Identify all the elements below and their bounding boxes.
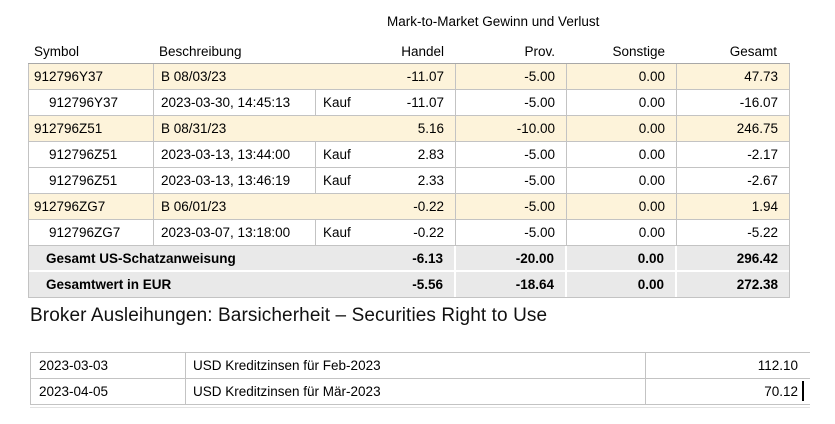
broker-table: 2023-03-03 USD Kreditzinsen für Feb-2023…: [30, 352, 810, 405]
table-row-detail: 912796Z51 2023-03-13, 13:44:00 Kauf 2.83…: [29, 142, 789, 168]
cell-sonstige: 0.00: [567, 272, 677, 297]
cell-sonstige: 0.00: [567, 64, 677, 89]
table-row: 2023-04-05 USD Kreditzinsen für Mär-2023…: [31, 379, 810, 405]
table-row: 2023-03-03 USD Kreditzinsen für Feb-2023…: [31, 353, 810, 379]
cell-action: Kauf: [323, 95, 351, 110]
col-header-prov: Prov.: [524, 44, 555, 59]
cell-description: USD Kreditzinsen für Feb-2023: [186, 353, 646, 378]
table-row-summary: Gesamtwert in EUR -5.56 -18.64 0.00 272.…: [29, 272, 789, 298]
cell-summary-label-handel: Gesamtwert in EUR -5.56: [29, 272, 456, 297]
cell-summary-label-handel: Gesamt US-Schatzanweisung -6.13: [29, 246, 456, 270]
cell-amount: 70.12: [764, 384, 798, 399]
table-outer-border: [30, 407, 810, 408]
cell-gesamt: -2.17: [747, 147, 778, 162]
cell-description: B 08/03/23: [161, 69, 227, 84]
cell-datetime: 2023-03-30, 14:45:13: [154, 90, 316, 115]
cell-symbol: 912796Y37: [29, 90, 154, 115]
cell-action: Kauf: [323, 173, 351, 188]
cell-symbol: 912796ZG7: [29, 194, 154, 219]
table-row-group: 912796ZG7 B 06/01/23 -0.22 -5.00 0.00 1.…: [29, 194, 789, 220]
cell-description-handel: B 08/31/23 5.16: [154, 116, 456, 141]
summary-label: Gesamtwert in EUR: [46, 277, 172, 292]
table-row-summary: Gesamt US-Schatzanweisung -6.13 -20.00 0…: [29, 246, 789, 272]
cell-datetime: 2023-03-13, 13:44:00: [154, 142, 316, 167]
broker-section-heading: Broker Ausleihungen: Barsicherheit – Sec…: [30, 305, 548, 326]
cell-prov: -10.00: [456, 116, 567, 141]
cell-gesamt: -16.07: [739, 95, 778, 110]
col-header-handel: Handel: [401, 44, 444, 59]
cell-action: Kauf: [323, 225, 351, 240]
cell-handel: -11.07: [406, 95, 444, 110]
cell-description: B 08/31/23: [161, 121, 227, 136]
cell-sonstige: 0.00: [567, 246, 677, 270]
cell-prov: -5.00: [456, 194, 567, 219]
cell-symbol: 912796ZG7: [29, 220, 154, 245]
cell-description: USD Kreditzinsen für Mär-2023: [186, 379, 646, 404]
cell-gesamt: 296.42: [736, 251, 778, 266]
cell-action-handel: Kauf -0.22: [316, 220, 456, 245]
cell-prov: -5.00: [456, 64, 567, 89]
cell-gesamt: -5.22: [747, 225, 778, 240]
cell-handel: -0.22: [413, 225, 444, 240]
cell-gesamt: -2.67: [747, 173, 778, 188]
cell-symbol: 912796Y37: [29, 64, 154, 89]
cell-prov: -18.64: [456, 272, 567, 297]
cell-prov: -5.00: [456, 90, 567, 115]
table-row-detail: 912796Y37 2023-03-30, 14:45:13 Kauf -11.…: [29, 90, 789, 116]
cell-description: B 06/01/23: [161, 199, 227, 214]
cell-prov: -20.00: [456, 246, 567, 270]
cell-amount: 112.10: [757, 358, 798, 373]
cell-symbol: 912796Z51: [29, 168, 154, 193]
table-row-group: 912796Z51 B 08/31/23 5.16 -10.00 0.00 24…: [29, 116, 789, 142]
cell-datetime: 2023-03-13, 13:46:19: [154, 168, 316, 193]
col-header-beschreibung: Beschreibung: [159, 44, 242, 59]
mtm-table: Symbol Beschreibung Handel Prov. Sonstig…: [28, 42, 790, 298]
cell-sonstige: 0.00: [567, 194, 677, 219]
cell-symbol: 912796Z51: [29, 142, 154, 167]
cell-sonstige: 0.00: [567, 168, 677, 193]
table-row-detail: 912796Z51 2023-03-13, 13:46:19 Kauf 2.33…: [29, 168, 789, 194]
cell-gesamt: 272.38: [736, 277, 778, 292]
table-row-detail: 912796ZG7 2023-03-07, 13:18:00 Kauf -0.2…: [29, 220, 789, 246]
cell-description-handel: B 06/01/23 -0.22: [154, 194, 456, 219]
cell-sonstige: 0.00: [567, 116, 677, 141]
col-header-gesamt: Gesamt: [729, 44, 777, 59]
cell-handel: -0.22: [413, 199, 444, 214]
cell-date: 2023-03-03: [31, 353, 186, 378]
col-header-symbol: Symbol: [34, 44, 80, 59]
text-cursor: [802, 381, 804, 401]
summary-label: Gesamt US-Schatzanweisung: [46, 251, 236, 266]
cell-handel: 5.16: [417, 121, 444, 136]
table-row-group: 912796Y37 B 08/03/23 -11.07 -5.00 0.00 4…: [29, 64, 789, 90]
cell-handel: 2.33: [417, 173, 444, 188]
cell-action-handel: Kauf 2.33: [316, 168, 456, 193]
cell-handel: -6.13: [412, 251, 443, 266]
cell-action-handel: Kauf 2.83: [316, 142, 456, 167]
cell-sonstige: 0.00: [567, 220, 677, 245]
cell-sonstige: 0.00: [567, 142, 677, 167]
cell-prov: -5.00: [456, 142, 567, 167]
cell-prov: -5.00: [456, 168, 567, 193]
cell-gesamt: 1.94: [751, 199, 778, 214]
cell-prov: -5.00: [456, 220, 567, 245]
cell-handel: 2.83: [417, 147, 444, 162]
cell-datetime: 2023-03-07, 13:18:00: [154, 220, 316, 245]
cell-handel: -5.56: [412, 277, 443, 292]
mtm-section-title: Mark-to-Market Gewinn und Verlust: [387, 14, 600, 29]
cell-date: 2023-04-05: [31, 379, 186, 404]
cell-description-handel: B 08/03/23 -11.07: [154, 64, 456, 89]
cell-gesamt: 47.73: [744, 69, 778, 84]
mtm-table-body: 912796Y37 B 08/03/23 -11.07 -5.00 0.00 4…: [28, 64, 790, 298]
cell-symbol: 912796Z51: [29, 116, 154, 141]
mtm-header-row: Symbol Beschreibung Handel Prov. Sonstig…: [28, 42, 790, 64]
col-header-sonstige: Sonstige: [612, 44, 665, 59]
cell-gesamt: 246.75: [736, 121, 778, 136]
cell-handel: -11.07: [406, 69, 444, 84]
cell-action: Kauf: [323, 147, 351, 162]
cell-sonstige: 0.00: [567, 90, 677, 115]
cell-action-handel: Kauf -11.07: [316, 90, 456, 115]
